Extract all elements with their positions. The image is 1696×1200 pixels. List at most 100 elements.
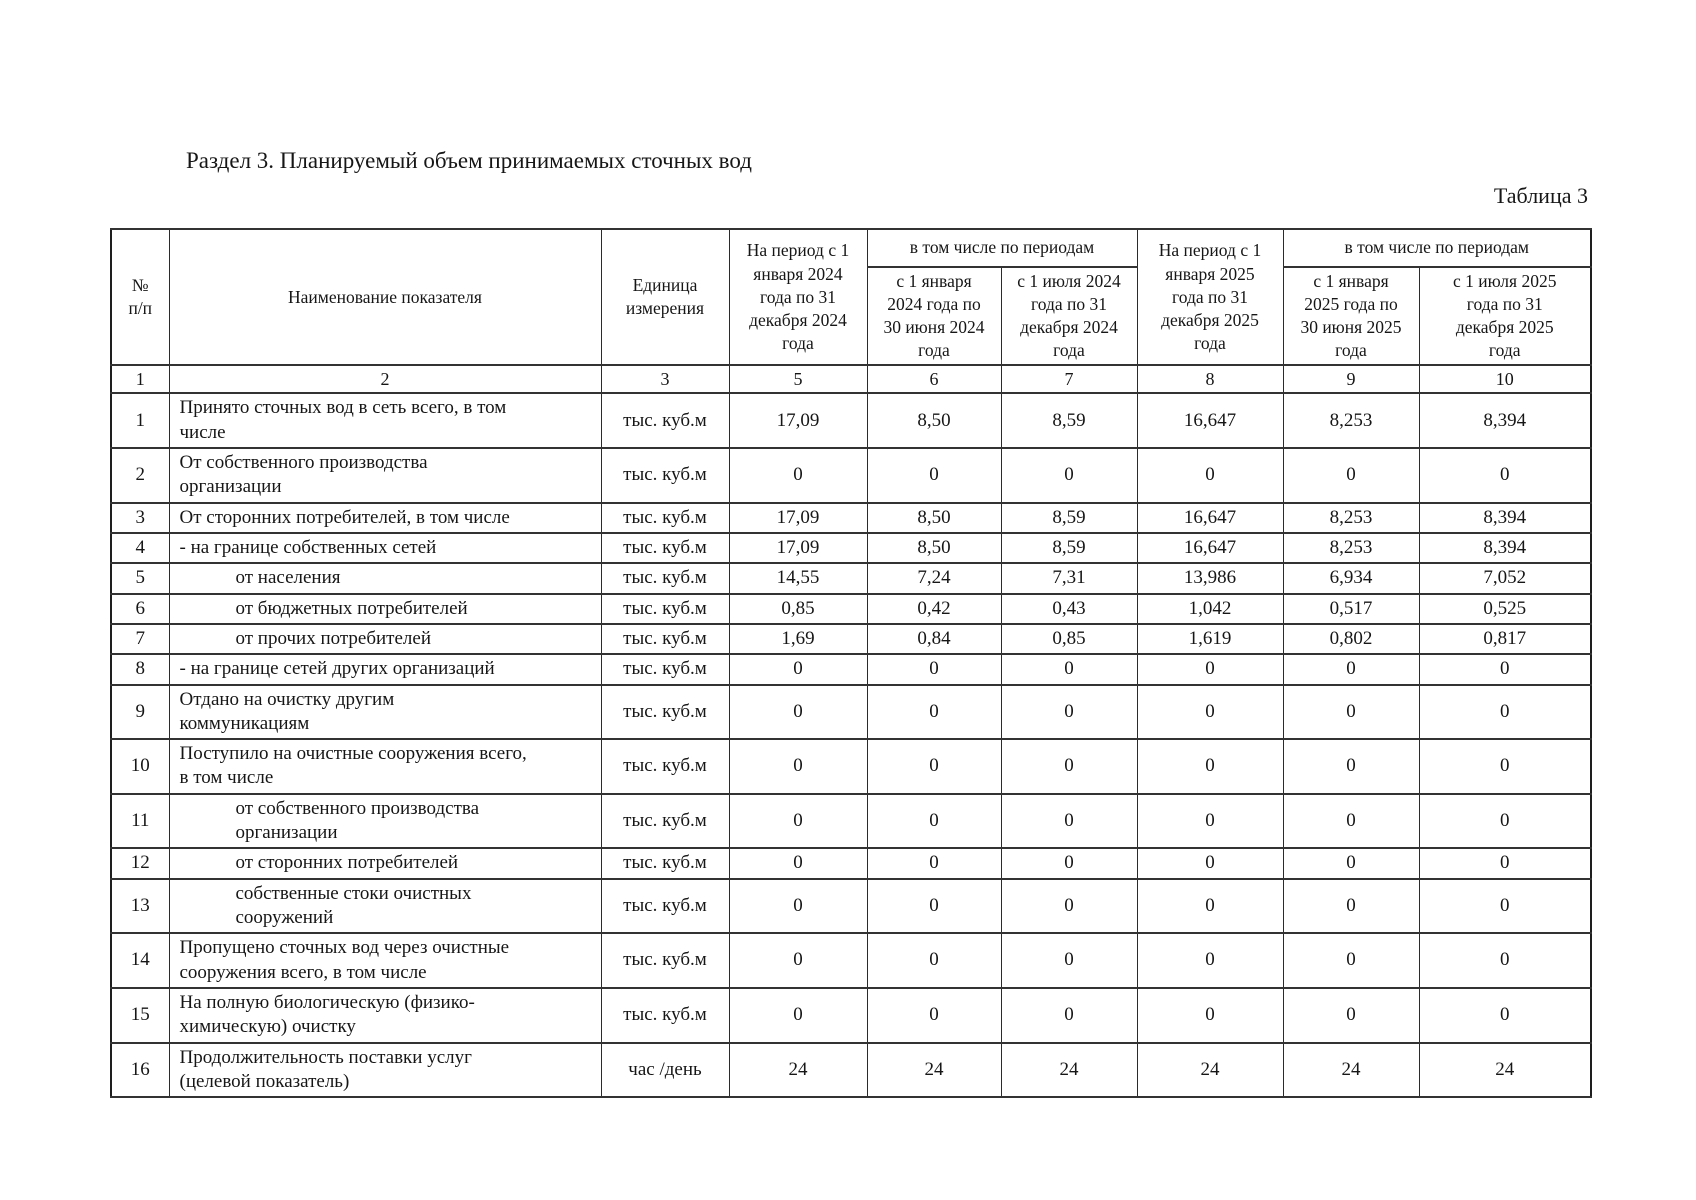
- value-cell: 0: [866, 932, 1002, 989]
- column-numbering-row: 1 2 3 5 6 7 8 9 10: [110, 364, 1592, 395]
- indicator-name-text: Продолжительность поставки услуг (целево…: [179, 1046, 472, 1092]
- value-cell: 0: [1000, 683, 1138, 741]
- value-cell: 0: [1282, 877, 1420, 935]
- value-cell: 8,394: [1418, 531, 1592, 565]
- value-cell: 0,84: [866, 622, 1002, 656]
- indicator-name-cell: Принято сточных вод в сеть всего, в том …: [168, 392, 602, 449]
- unit-cell: тыс. куб.м: [600, 392, 730, 449]
- unit-cell: тыс. куб.м: [600, 562, 730, 595]
- indicator-name-text: от населения: [235, 567, 341, 589]
- header-halfyear2-2025: с 1 июля 2025 года по 31 декабря 2025 го…: [1418, 265, 1592, 367]
- header-unit: Единица измерения: [600, 227, 730, 367]
- unit-cell: тыс. куб.м: [600, 531, 730, 565]
- value-cell: 14,55: [728, 562, 868, 595]
- value-cell: 17,09: [728, 531, 868, 565]
- indicator-name-text: от бюджетных потребителей: [235, 597, 468, 619]
- value-cell: 16,647: [1136, 531, 1284, 565]
- row-number-cell: 10: [110, 738, 170, 795]
- row-number-cell: 5: [110, 562, 170, 595]
- value-cell: 24: [1418, 1041, 1592, 1099]
- row-number-cell: 12: [110, 847, 170, 880]
- table-row: 1 Принято сточных вод в сеть всего, в то…: [110, 392, 1592, 449]
- unit-cell: тыс. куб.м: [600, 847, 730, 880]
- column-number: 5: [728, 364, 868, 395]
- value-cell: 0,43: [1000, 592, 1138, 625]
- value-cell: 0: [1136, 877, 1284, 935]
- value-cell: 1,042: [1136, 592, 1284, 625]
- header-row-number-label: № п/п: [128, 275, 153, 319]
- value-cell: 0: [1282, 738, 1420, 795]
- table-row: 6 от бюджетных потребителей тыс. куб.м 0…: [110, 592, 1592, 625]
- value-cell: 0: [1136, 932, 1284, 989]
- value-cell: 8,253: [1282, 501, 1420, 534]
- section-title: Раздел 3. Планируемый объем принимаемых …: [186, 148, 752, 173]
- value-cell: 0: [866, 653, 1002, 686]
- table-row: 8 - на границе сетей других организаций …: [110, 653, 1592, 686]
- header-row-number: № п/п: [110, 227, 170, 367]
- value-cell: 0: [728, 877, 868, 935]
- header-indicator-name: Наименование показателя: [168, 227, 602, 367]
- unit-cell: тыс. куб.м: [600, 622, 730, 656]
- unit-cell: тыс. куб.м: [600, 738, 730, 795]
- indicator-name-cell: На полную биологическую (физико-химическ…: [168, 986, 602, 1044]
- column-number: 8: [1136, 364, 1284, 395]
- value-cell: 0: [728, 792, 868, 850]
- header-halfyear2-2024: с 1 июля 2024 года по 31 декабря 2024 го…: [1000, 265, 1138, 367]
- indicator-name-cell: от собственного производства организации: [168, 792, 602, 850]
- unit-cell: тыс. куб.м: [600, 932, 730, 989]
- header-halfyear2-2024-label: с 1 июля 2024 года по 31 декабря 2024 го…: [1017, 271, 1121, 361]
- value-cell: 0: [866, 447, 1002, 504]
- value-cell: 0: [1000, 847, 1138, 880]
- unit-cell: тыс. куб.м: [600, 683, 730, 741]
- indicator-name-cell: От собственного производства организации: [168, 447, 602, 504]
- indicator-name-cell: - на границе собственных сетей: [168, 531, 602, 565]
- indicator-name-text: На полную биологическую (физико-химическ…: [179, 991, 475, 1038]
- row-number-cell: 6: [110, 592, 170, 625]
- value-cell: 8,394: [1418, 501, 1592, 534]
- row-number-cell: 9: [110, 683, 170, 741]
- header-halfyear2-2025-label: с 1 июля 2025 года по 31 декабря 2025 го…: [1453, 271, 1557, 361]
- value-cell: 13,986: [1136, 562, 1284, 595]
- value-cell: 0: [728, 986, 868, 1044]
- table-label: Таблица 3: [1493, 183, 1588, 208]
- indicator-name-text: От собственного производства организации: [179, 452, 428, 498]
- indicator-name-cell: Отдано на очистку другим коммуникациям: [168, 683, 602, 741]
- table-row: 3 От сторонних потребителей, в том числе…: [110, 501, 1592, 534]
- value-cell: 8,50: [866, 531, 1002, 565]
- value-cell: 24: [1000, 1041, 1138, 1099]
- unit-cell: тыс. куб.м: [600, 986, 730, 1044]
- value-cell: 0: [1000, 738, 1138, 795]
- value-cell: 0: [1136, 653, 1284, 686]
- row-number-cell: 8: [110, 653, 170, 686]
- row-number-cell: 13: [110, 877, 170, 935]
- indicator-name-text: Отдано на очистку другим коммуникациям: [179, 688, 395, 734]
- value-cell: 0: [728, 447, 868, 504]
- column-number: 9: [1282, 364, 1420, 395]
- value-cell: 0: [1418, 847, 1592, 880]
- unit-cell: час /день: [600, 1041, 730, 1099]
- indicator-name-cell: от прочих потребителей: [168, 622, 602, 656]
- value-cell: 8,253: [1282, 531, 1420, 565]
- header-row-subperiods: с 1 января 2024 года по 30 июня 2024 год…: [111, 265, 1592, 367]
- indicator-name-text: от собственного производства организации: [235, 797, 480, 844]
- indicator-name-cell: Поступило на очистные сооружения всего, …: [168, 738, 602, 795]
- value-cell: 8,50: [866, 501, 1002, 534]
- row-number-cell: 14: [110, 932, 170, 989]
- header-halfyear1-2024: с 1 января 2024 года по 30 июня 2024 год…: [866, 265, 1002, 367]
- value-cell: 17,09: [728, 501, 868, 534]
- value-cell: 7,052: [1418, 562, 1592, 595]
- value-cell: 0: [1282, 986, 1420, 1044]
- row-number-cell: 15: [110, 986, 170, 1044]
- value-cell: 24: [728, 1041, 868, 1099]
- value-cell: 0,802: [1282, 622, 1420, 656]
- table-row: 2 От собственного производства организац…: [110, 447, 1592, 504]
- value-cell: 17,09: [728, 392, 868, 449]
- column-number: 10: [1418, 364, 1592, 395]
- unit-cell: тыс. куб.м: [600, 792, 730, 850]
- header-unit-label: Единица измерения: [625, 275, 705, 319]
- indicator-name-text: от сторонних потребителей: [235, 852, 459, 874]
- value-cell: 8,394: [1418, 392, 1592, 449]
- value-cell: 1,69: [728, 622, 868, 656]
- value-cell: 7,31: [1000, 562, 1138, 595]
- table-row: 16 Продолжительность поставки услуг (цел…: [110, 1041, 1592, 1099]
